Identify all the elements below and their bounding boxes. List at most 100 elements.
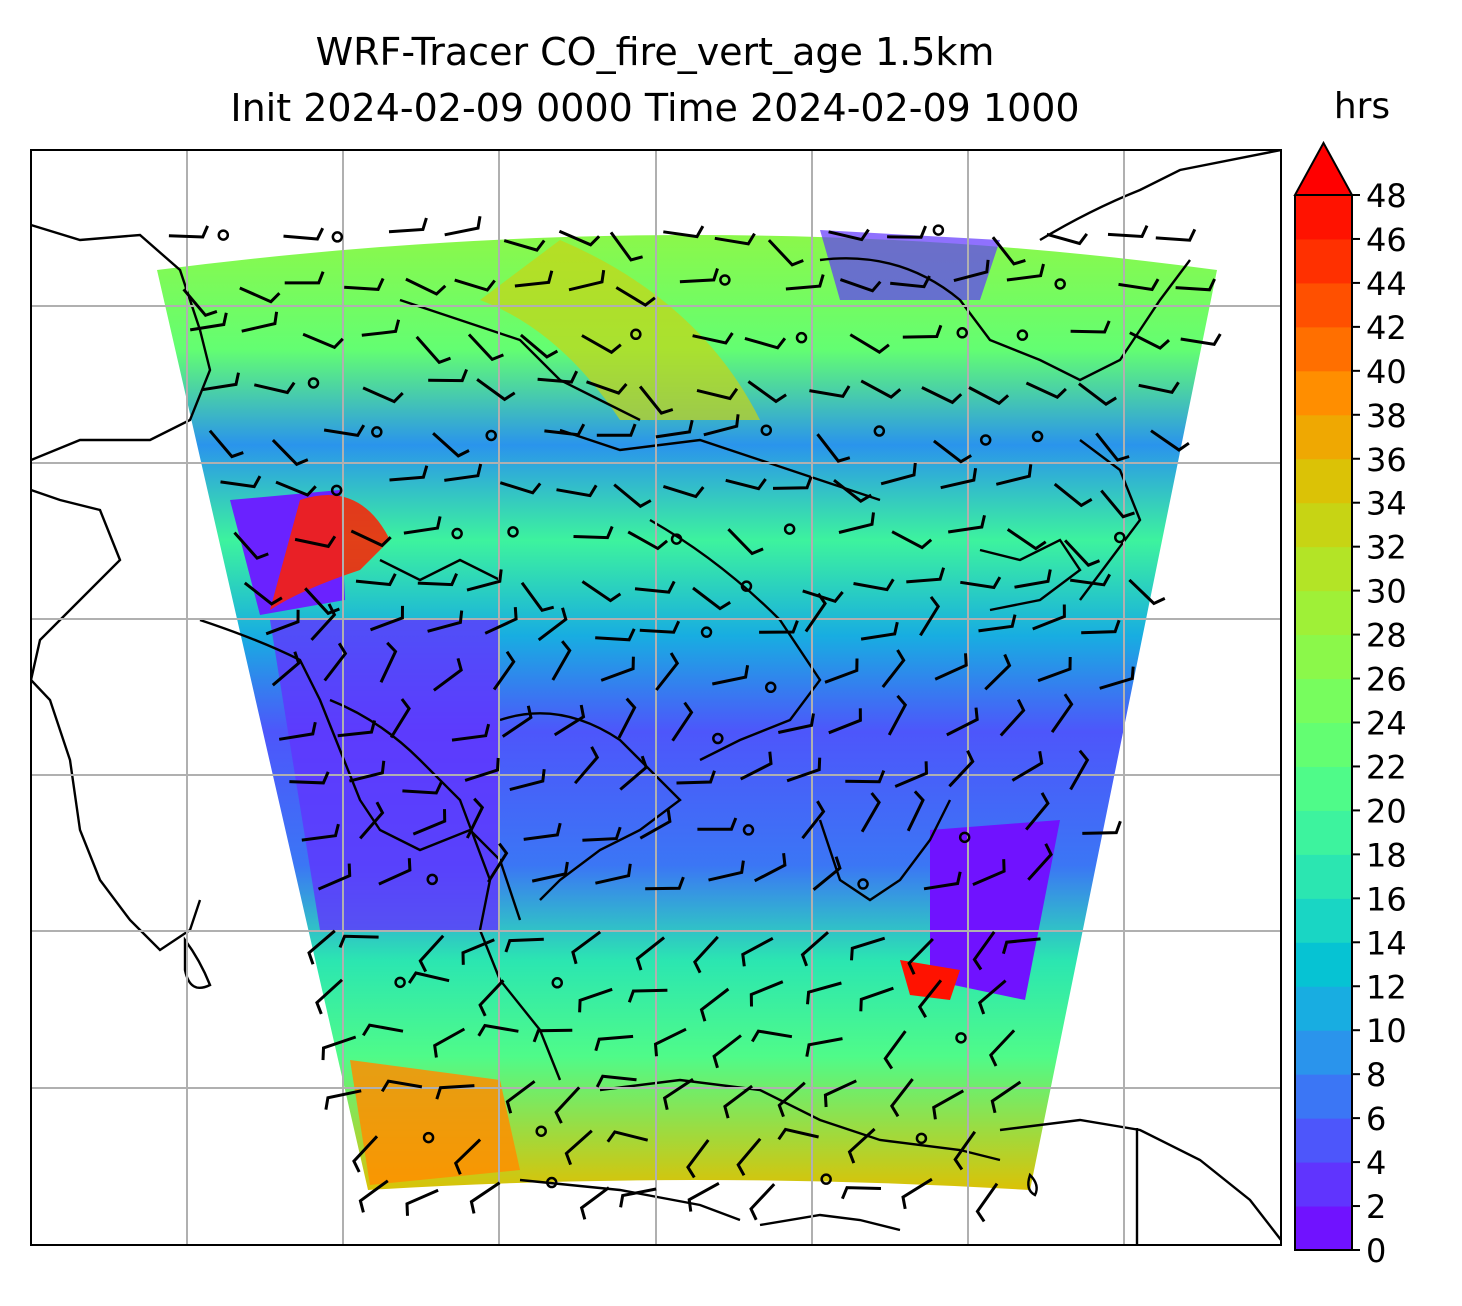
wind-barb — [412, 809, 447, 836]
wind-barb — [845, 770, 886, 784]
wind-barb — [887, 694, 908, 736]
chart-title-line1: WRF-Tracer CO_fire_vert_age 1.5km — [315, 30, 995, 74]
colorbar-tick-label: 2 — [1366, 1188, 1386, 1226]
wind-barb — [1001, 937, 1041, 955]
wind-barb — [740, 751, 773, 781]
colorbar-tick-label: 12 — [1366, 968, 1407, 1006]
wind-barb — [984, 653, 1012, 691]
colorbar-tick-label: 14 — [1366, 924, 1407, 962]
wind-barb — [679, 268, 719, 284]
colorbar-tick-label: 18 — [1366, 836, 1407, 874]
wind-barb — [389, 698, 411, 739]
wind-barb — [253, 381, 296, 395]
colorbar-tick-label: 8 — [1366, 1056, 1386, 1094]
field-mid-age-north — [480, 240, 760, 420]
calm-wind-circle — [700, 626, 713, 638]
wind-barb — [1118, 278, 1160, 292]
wind-barb — [725, 478, 767, 491]
field-high-age-west — [270, 495, 390, 610]
wind-barb — [816, 433, 851, 463]
wind-barb — [323, 424, 366, 438]
colorbar-tick-label: 10 — [1366, 1012, 1407, 1050]
wind-barb — [271, 439, 309, 467]
wind-barb — [324, 1089, 362, 1110]
wind-barb — [275, 480, 317, 497]
wind-barb — [767, 239, 804, 267]
wind-barb — [801, 800, 826, 840]
wind-barb — [586, 380, 628, 395]
wind-barb — [828, 708, 862, 735]
colorbar-segment — [1295, 1074, 1352, 1119]
wind-barb — [317, 863, 352, 891]
calm-wind-circle — [1016, 329, 1029, 341]
wind-barb — [454, 278, 496, 292]
wind-barb — [461, 938, 495, 965]
wind-barb — [537, 607, 568, 642]
wind-barb — [824, 658, 859, 684]
wind-barb — [662, 1078, 694, 1111]
colorbar-segment — [1295, 854, 1352, 899]
wind-barb — [828, 228, 870, 242]
wind-barb — [638, 385, 674, 415]
wind-barb — [847, 1127, 876, 1164]
wind-barb — [953, 259, 990, 283]
colorbar-tick-label: 28 — [1366, 617, 1407, 655]
wind-barb — [777, 1127, 819, 1141]
colorbar-segment — [1295, 810, 1352, 855]
wind-barb — [1082, 820, 1122, 835]
wind-barb — [505, 1080, 536, 1114]
wind-barb — [509, 769, 546, 792]
calm-wind-circle — [630, 328, 642, 341]
wind-barb — [606, 1130, 649, 1143]
calm-wind-circle — [331, 231, 344, 243]
wind-barb — [477, 1023, 519, 1037]
colorbar-segment — [1295, 634, 1352, 680]
wind-barb — [380, 1079, 423, 1093]
colorbar-segment — [1295, 766, 1352, 811]
wind-barb — [744, 336, 787, 350]
wind-barb — [271, 651, 301, 687]
wind-barb — [849, 333, 890, 355]
wind-barb — [310, 603, 337, 641]
wind-barb — [860, 621, 899, 641]
wind-barb — [283, 227, 325, 241]
wind-barb — [615, 286, 656, 307]
calm-wind-circle — [371, 426, 383, 438]
wind-barb — [1129, 331, 1171, 350]
wind-barb — [853, 578, 895, 592]
wind-barb — [1107, 224, 1149, 239]
wind-barb — [991, 236, 1026, 266]
map-area — [31, 150, 1281, 1245]
wind-barb — [972, 859, 1006, 886]
wind-barb — [355, 573, 397, 587]
wind-barb — [307, 929, 336, 965]
wind-barb — [478, 979, 505, 1017]
colorbar-tick-label: 16 — [1366, 880, 1407, 918]
colorbar-tick-label: 48 — [1366, 177, 1407, 215]
calm-wind-circle — [545, 1176, 558, 1189]
wind-barb — [663, 225, 705, 239]
calm-wind-circle — [783, 523, 796, 535]
wind-barb — [891, 530, 933, 550]
wind-barb — [751, 1029, 793, 1043]
wind-barb — [403, 516, 442, 535]
wind-barb — [484, 606, 518, 635]
colorbar-tick-label: 44 — [1366, 265, 1407, 303]
wind-barb — [934, 653, 968, 681]
wind-barb — [1077, 382, 1117, 407]
wind-barb — [243, 581, 283, 606]
colorbar-segment — [1295, 546, 1352, 592]
wind-barb — [617, 697, 637, 739]
coastlines — [31, 150, 1281, 1245]
wind-barb — [1053, 482, 1093, 508]
wind-barb — [301, 823, 340, 842]
wind-barb — [405, 277, 447, 296]
wind-barb — [553, 704, 586, 737]
wind-barb — [953, 1130, 977, 1171]
wind-barb — [655, 652, 680, 691]
wind-barb — [554, 1086, 581, 1124]
wind-barb — [639, 809, 672, 840]
colorbar-tick-label: 24 — [1366, 705, 1407, 743]
colorbar-segment — [1295, 590, 1352, 636]
wind-barb — [600, 656, 635, 682]
